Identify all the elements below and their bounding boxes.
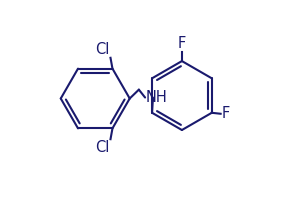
Text: Cl: Cl xyxy=(95,140,110,155)
Text: Cl: Cl xyxy=(95,42,110,57)
Text: F: F xyxy=(178,36,186,51)
Text: NH: NH xyxy=(146,90,168,105)
Text: F: F xyxy=(222,106,230,121)
